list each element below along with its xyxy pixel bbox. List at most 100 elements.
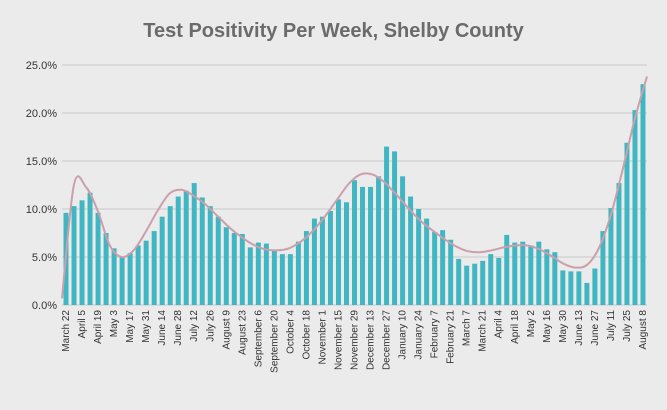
- bar: [600, 231, 606, 305]
- y-tick-label: 20.0%: [26, 108, 57, 120]
- bar: [231, 233, 237, 305]
- bar: [520, 241, 526, 305]
- x-tick-label: September 20: [269, 310, 280, 373]
- x-tick-label: April 19: [93, 310, 104, 344]
- bar: [183, 190, 189, 305]
- bar: [287, 254, 293, 305]
- bar: [488, 254, 494, 305]
- x-tick-label: May 17: [125, 310, 136, 343]
- bar: [135, 245, 141, 305]
- x-tick-label: October 4: [285, 310, 296, 354]
- x-tick-label: January 10: [398, 310, 409, 360]
- y-tick-label: 25.0%: [26, 60, 57, 72]
- bar: [464, 265, 470, 305]
- bar: [311, 218, 317, 305]
- trendline: [61, 76, 648, 299]
- x-tick-label: April 18: [510, 310, 521, 344]
- bar: [384, 146, 390, 305]
- y-tick-label: 15.0%: [26, 156, 57, 168]
- bar: [608, 208, 614, 305]
- x-tick-label: August 9: [221, 310, 232, 350]
- x-tick-label: March 7: [462, 310, 473, 347]
- bar: [111, 248, 117, 305]
- bar: [472, 263, 478, 305]
- y-tick-label: 0.0%: [32, 300, 57, 312]
- bar: [271, 250, 277, 305]
- x-tick-label: November 15: [333, 310, 344, 370]
- x-tick-label: December 13: [366, 310, 377, 370]
- x-tick-label: February 21: [446, 310, 457, 364]
- bar: [536, 241, 542, 305]
- x-tick-label: December 27: [382, 310, 393, 370]
- bar: [335, 199, 341, 305]
- bar: [504, 234, 510, 305]
- x-tick-label: May 16: [542, 310, 553, 343]
- x-tick-label: May 3: [109, 310, 120, 338]
- bar: [568, 271, 574, 305]
- bar: [376, 176, 382, 305]
- bar: [303, 231, 309, 305]
- bar: [223, 227, 229, 305]
- bar: [143, 240, 149, 305]
- bar: [416, 209, 422, 305]
- bar: [512, 242, 518, 305]
- bar: [71, 206, 77, 305]
- bar: [496, 257, 502, 305]
- bar: [552, 252, 558, 305]
- x-tick-label: November 29: [350, 310, 361, 370]
- bar: [239, 233, 245, 305]
- bar: [344, 202, 349, 305]
- bar: [95, 212, 101, 305]
- x-tick-label: June 14: [157, 310, 168, 346]
- x-tick-label: November 1: [317, 310, 328, 365]
- bar: [640, 84, 646, 305]
- bar: [624, 142, 630, 305]
- bar: [199, 197, 205, 305]
- x-tick-label: May 2: [526, 310, 537, 338]
- x-tick-label: July 25: [622, 310, 633, 342]
- bar: [616, 183, 622, 305]
- bar: [87, 192, 93, 305]
- bar: [544, 249, 550, 305]
- bar: [400, 176, 406, 305]
- x-tick-label: June 28: [173, 310, 184, 346]
- x-tick-label: January 24: [414, 310, 425, 360]
- x-tick-label: March 22: [61, 310, 72, 352]
- bar: [247, 247, 253, 305]
- bar: [327, 210, 333, 305]
- x-tick-label: March 21: [478, 310, 489, 352]
- bar: [368, 186, 374, 305]
- bar: [207, 206, 213, 305]
- bar: [151, 231, 157, 305]
- x-tick-label: July 26: [205, 310, 216, 342]
- bar: [480, 260, 486, 305]
- bar: [560, 270, 566, 305]
- bar: [432, 232, 438, 305]
- bar: [295, 241, 301, 305]
- bar: [632, 110, 638, 306]
- y-tick-label: 10.0%: [26, 204, 57, 216]
- bar: [263, 243, 269, 305]
- bar: [175, 196, 181, 305]
- bar: [392, 151, 398, 305]
- bar: [528, 245, 534, 305]
- x-tick-label: July 12: [189, 310, 200, 342]
- bar: [79, 200, 85, 305]
- bar: [584, 282, 590, 305]
- bar: [440, 230, 446, 305]
- bar: [456, 258, 462, 305]
- bar: [319, 216, 325, 305]
- bar: [215, 216, 221, 305]
- bar: [103, 233, 109, 305]
- bar: [159, 216, 165, 305]
- x-tick-label: September 6: [253, 310, 264, 368]
- x-tick-label: May 31: [141, 310, 152, 343]
- x-tick-label: April 5: [77, 310, 88, 339]
- bar: [167, 206, 173, 305]
- bar: [119, 257, 125, 305]
- x-tick-label: June 13: [574, 310, 585, 346]
- bar: [279, 254, 285, 305]
- y-tick-label: 5.0%: [32, 252, 57, 264]
